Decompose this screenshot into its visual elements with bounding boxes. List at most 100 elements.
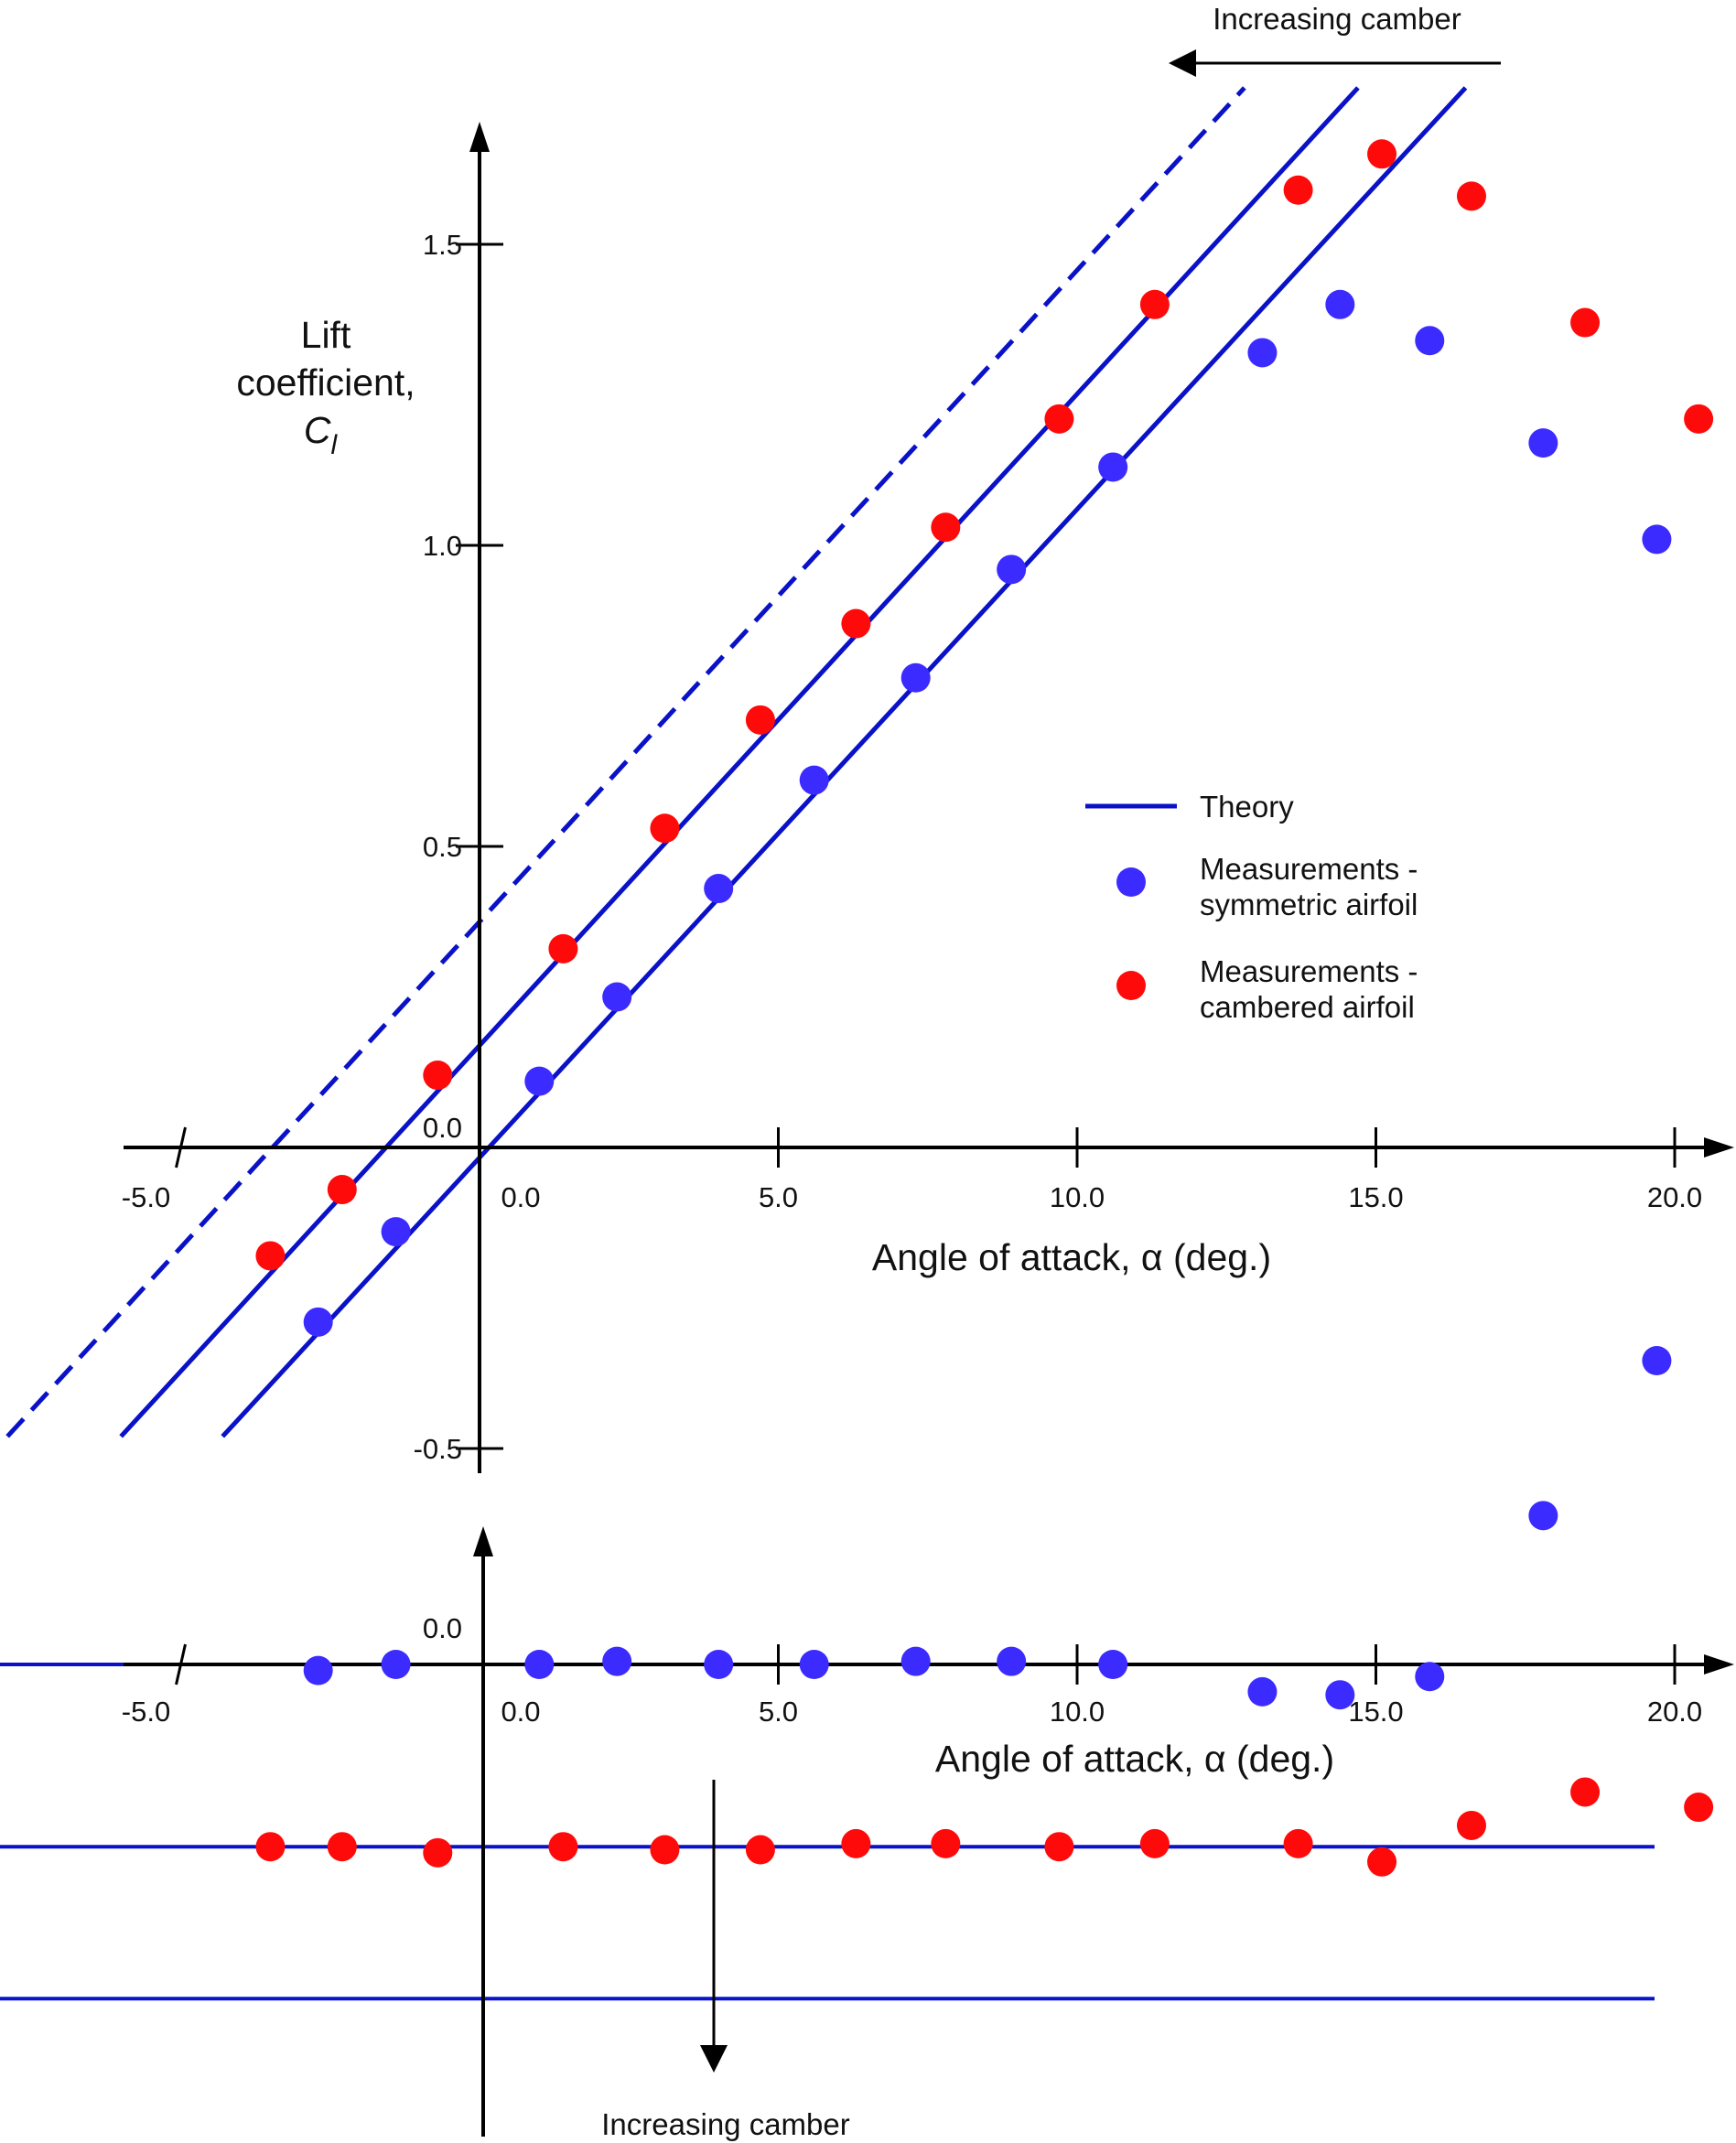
- residual-point-cambered: [745, 1835, 775, 1865]
- point-cambered: [327, 1175, 357, 1205]
- y-tick-label: 0.0: [423, 1112, 462, 1144]
- residual-point-symmetric: [997, 1646, 1027, 1676]
- y-label-line-1: Lift: [301, 314, 351, 356]
- x-tick-label-bottom: 20.0: [1647, 1696, 1702, 1728]
- residual-point-symmetric: [1325, 1680, 1355, 1710]
- point-cambered: [841, 608, 871, 639]
- camber-label-bottom: Increasing camber: [601, 2107, 849, 2141]
- residual-point-symmetric: [1415, 1662, 1445, 1692]
- point-cambered: [1139, 289, 1170, 319]
- legend-cambered-label-1: Measurements -: [1200, 954, 1418, 988]
- point-cambered: [1044, 404, 1074, 434]
- theory-baselines: [0, 1663, 1655, 2001]
- residual-point-cambered: [255, 1832, 286, 1862]
- residual-point-cambered: [931, 1828, 961, 1858]
- camber-label-top: Increasing camber: [1213, 2, 1461, 36]
- theory-line-3: [5, 86, 1246, 1438]
- residual-point-cambered: [841, 1828, 871, 1858]
- point-cambered: [423, 1061, 453, 1091]
- point-cambered: [1684, 404, 1714, 434]
- y-tick-label: 1.0: [423, 530, 462, 562]
- legend-theory-label: Theory: [1200, 790, 1294, 824]
- residual-point-cambered: [548, 1832, 578, 1862]
- point-symmetric: [799, 765, 829, 795]
- residual-point-symmetric: [381, 1650, 411, 1679]
- point-cambered: [255, 1241, 286, 1271]
- residual-point-cambered: [327, 1832, 357, 1862]
- residual-point-symmetric: [1528, 1501, 1558, 1531]
- x-tick-label-bottom: 0.0: [501, 1696, 540, 1728]
- point-cambered: [1456, 181, 1486, 211]
- x-tick-label-bottom: 5.0: [759, 1696, 798, 1728]
- point-symmetric: [524, 1066, 555, 1096]
- x-tick-label: -5.0: [122, 1181, 170, 1213]
- residual-point-cambered: [1570, 1777, 1601, 1807]
- top-panel: Increasing camber -5.0 0.0 5.0 10.0 15.0 20.0…: [5, 2, 1734, 1473]
- point-symmetric: [1642, 524, 1672, 555]
- x-tick-label-bottom: 15.0: [1348, 1696, 1403, 1728]
- residual-point-cambered: [1684, 1793, 1714, 1823]
- legend-cambered-marker: [1116, 971, 1146, 1000]
- residual-point-cambered: [423, 1837, 453, 1868]
- point-symmetric: [303, 1307, 333, 1337]
- y-label-symbol: C: [304, 409, 331, 451]
- residual-point-symmetric: [1098, 1650, 1128, 1679]
- theory-lines: [5, 86, 1468, 1438]
- point-cambered: [650, 813, 680, 844]
- point-symmetric: [1098, 452, 1128, 482]
- point-symmetric: [704, 874, 734, 904]
- y-axis-arrow-bottom: [473, 1526, 493, 1556]
- residual-point-symmetric: [303, 1655, 333, 1685]
- residual-point-cambered: [1044, 1832, 1074, 1862]
- x-tick-mark: [175, 1126, 187, 1168]
- y-label-subscript: l: [330, 430, 338, 460]
- y-tick-label: 0.5: [423, 831, 462, 863]
- point-symmetric: [1247, 338, 1278, 368]
- legend-symmetric-label-2: symmetric airfoil: [1200, 888, 1418, 921]
- residual-point-symmetric: [602, 1646, 632, 1676]
- bottom-panel: -5.0 0.0 5.0 10.0 15.0 20.0 0.0 Angle of atta…: [0, 1346, 1734, 2141]
- x-axis-arrow: [1704, 1137, 1734, 1158]
- y-label-line-2: coefficient,: [236, 361, 415, 404]
- x-tick-label: 10.0: [1050, 1181, 1105, 1213]
- residual-point-symmetric: [799, 1650, 829, 1679]
- residual-points: [255, 1346, 1714, 1877]
- point-symmetric: [1325, 289, 1355, 319]
- residual-point-cambered: [1456, 1810, 1486, 1840]
- legend: Theory Measurements - symmetric airfoil …: [1085, 790, 1418, 1024]
- x-axis-label: Angle of attack, α (deg.): [872, 1236, 1271, 1278]
- x-tick-label: 5.0: [759, 1181, 798, 1213]
- point-cambered: [548, 933, 578, 964]
- x-ticks-bottom: -5.0 0.0 5.0 10.0 15.0 20.0: [122, 1643, 1702, 1728]
- x-tick-label: 0.0: [501, 1181, 540, 1213]
- theory-line-1: [221, 86, 1468, 1438]
- y-tick-label: 1.5: [423, 229, 462, 261]
- residual-point-symmetric: [1642, 1346, 1672, 1375]
- x-tick-label-bottom: 10.0: [1050, 1696, 1105, 1728]
- x-tick-label-bottom: -5.0: [122, 1696, 170, 1728]
- point-cambered: [1367, 139, 1397, 169]
- x-tick-label: 20.0: [1647, 1181, 1702, 1213]
- x-tick-mark-bottom: [175, 1643, 187, 1685]
- x-ticks: -5.0 0.0 5.0 10.0 15.0 20.0: [122, 1126, 1702, 1213]
- point-symmetric: [1528, 428, 1558, 458]
- residual-point-cambered: [1367, 1847, 1397, 1877]
- y-axis-label: Lift coefficient, Cl: [236, 314, 415, 460]
- residual-point-cambered: [650, 1835, 680, 1865]
- x-axis-label-bottom: Angle of attack, α (deg.): [935, 1738, 1334, 1780]
- residual-point-symmetric: [1247, 1676, 1278, 1707]
- residual-point-cambered: [1139, 1828, 1170, 1858]
- residual-point-symmetric: [524, 1650, 555, 1679]
- theory-line-2: [119, 86, 1360, 1438]
- residual-point-symmetric: [704, 1650, 734, 1679]
- legend-cambered-label-2: cambered airfoil: [1200, 990, 1415, 1024]
- increasing-camber-bottom: Increasing camber: [601, 1780, 850, 2141]
- y-ticks: -0.5 0.0 0.5 1.0 1.5: [414, 229, 503, 1465]
- point-cambered: [1570, 307, 1601, 338]
- point-cambered: [745, 705, 775, 735]
- y-label-line-3: Cl: [304, 409, 339, 460]
- y-tick-label: -0.5: [414, 1433, 462, 1465]
- y-tick-label-0.0-bottom: 0.0: [423, 1612, 462, 1644]
- point-cambered: [1283, 175, 1313, 205]
